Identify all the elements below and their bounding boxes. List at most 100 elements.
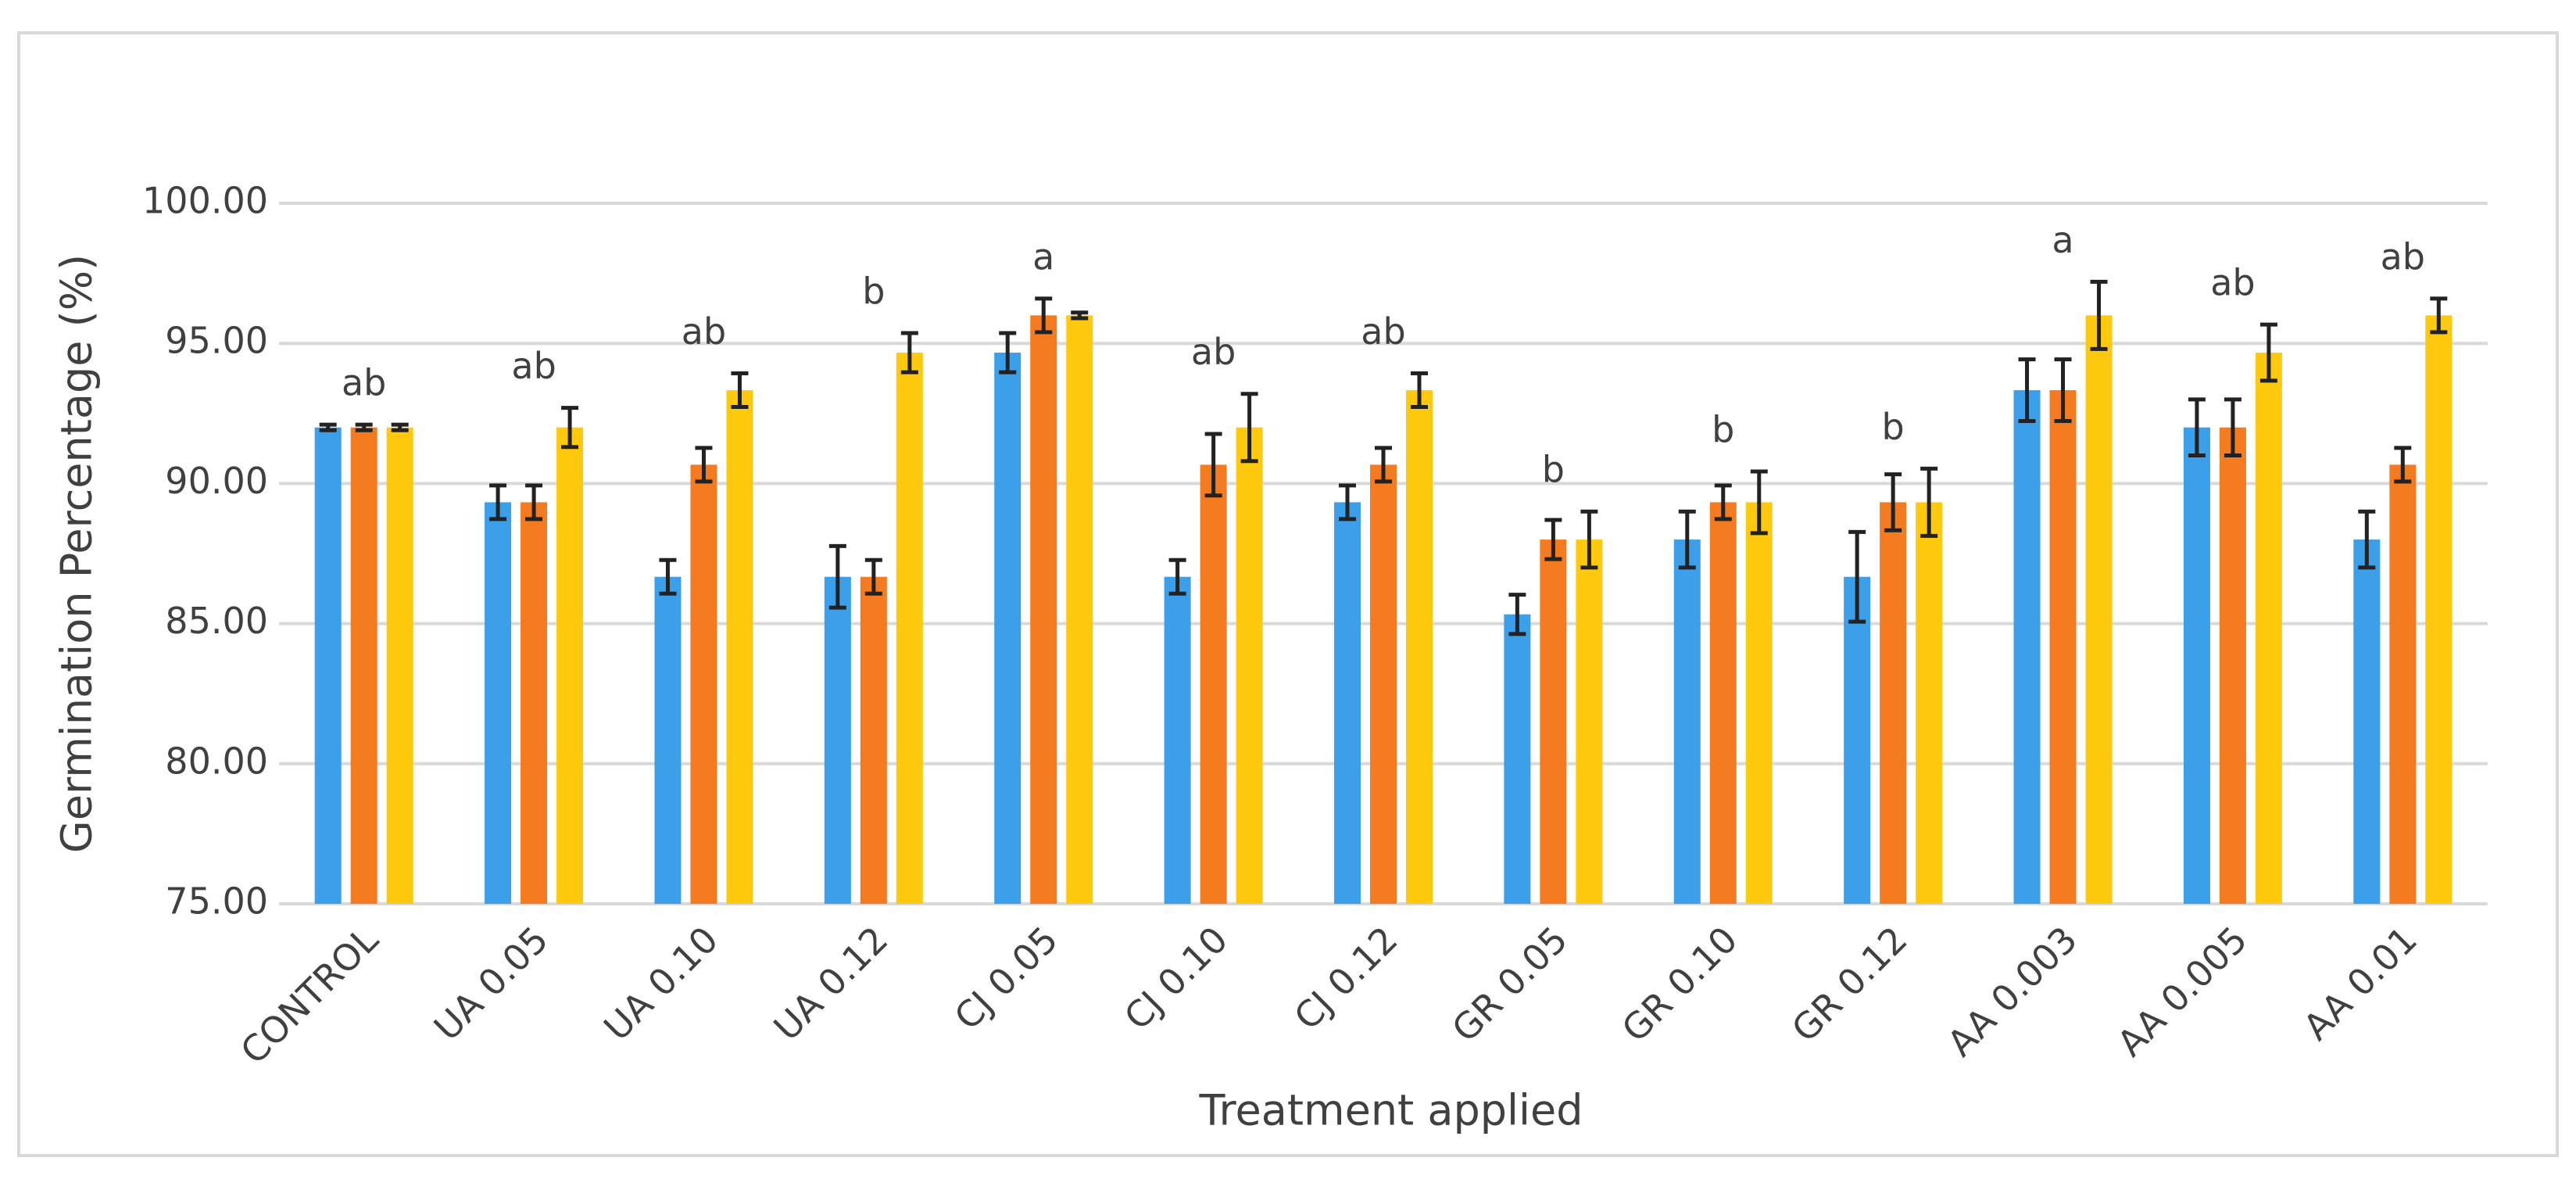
error-bar: [1920, 466, 1938, 538]
error-bar: [1848, 529, 1866, 624]
y-tick-label: 80.00: [165, 740, 268, 782]
bar: [896, 353, 923, 904]
y-axis-title: Germination Percentage (%): [52, 254, 102, 853]
error-bar: [2224, 397, 2241, 458]
group-label: ab: [511, 345, 556, 387]
bar: [314, 427, 342, 904]
bar: [1709, 502, 1737, 904]
error-bar: [2188, 397, 2206, 458]
error-bar: [1204, 432, 1222, 498]
error-bar: [1714, 483, 1732, 522]
group-label: a: [1032, 235, 1054, 278]
y-tick-label: 95.00: [165, 320, 268, 362]
bar: [654, 576, 682, 904]
error-bar: [1240, 392, 1258, 464]
bar: [726, 390, 753, 904]
bar: [1030, 315, 1057, 904]
bar: [1540, 539, 1567, 904]
bar: [2085, 315, 2113, 904]
bar: [2425, 315, 2453, 904]
bar: [556, 427, 584, 904]
error-bar: [864, 557, 882, 596]
error-bar: [1071, 310, 1089, 321]
bar: [2013, 390, 2041, 904]
error-bar: [828, 543, 846, 610]
error-bar: [1035, 296, 1053, 335]
x-axis-title: Treatment applied: [1198, 1086, 1583, 1135]
y-tick-label: 90.00: [165, 460, 268, 502]
error-bar: [355, 422, 373, 432]
group-label: b: [1882, 406, 1905, 448]
bar: [860, 576, 887, 904]
bar: [2183, 427, 2210, 904]
bar: [1200, 464, 1227, 904]
bar: [1844, 576, 1871, 904]
error-bar: [489, 483, 507, 522]
group-label: ab: [1361, 310, 1405, 353]
group-label: b: [862, 270, 885, 312]
error-bar: [731, 371, 749, 410]
bar: [2219, 427, 2246, 904]
group-label: b: [1712, 408, 1734, 450]
error-bar: [2358, 509, 2376, 570]
error-bar: [391, 422, 409, 432]
error-bar: [2259, 322, 2277, 383]
bar: [386, 427, 413, 904]
group-label: a: [2052, 219, 2073, 261]
group-label: ab: [342, 362, 386, 404]
error-bar: [561, 406, 579, 450]
group-label: ab: [2210, 262, 2255, 304]
bar: [1370, 464, 1397, 904]
error-bar: [525, 483, 543, 522]
bar: [350, 427, 377, 904]
error-bar: [659, 557, 677, 596]
error-bar: [900, 331, 918, 375]
error-bar: [2430, 296, 2448, 335]
bar: [1406, 390, 1433, 904]
group-label: ab: [1191, 331, 1236, 373]
bar: [1236, 427, 1263, 904]
error-bar: [695, 446, 713, 484]
bar: [2255, 353, 2282, 904]
bar: [824, 576, 851, 904]
y-tick-label: 75.00: [165, 880, 268, 923]
error-bar: [1750, 469, 1768, 536]
error-bar: [319, 422, 337, 432]
error-bar: [2394, 446, 2412, 484]
bar: [690, 464, 717, 904]
error-bar: [1678, 509, 1696, 570]
error-bar: [999, 331, 1017, 375]
group-label: ab: [682, 310, 726, 353]
bar: [1504, 614, 1531, 904]
bar: [1576, 539, 1603, 904]
bar: [521, 502, 548, 904]
y-tick-label: 85.00: [165, 600, 268, 642]
bar: [1916, 502, 1943, 904]
error-bar: [2018, 357, 2036, 423]
group-label: b: [1542, 449, 1565, 491]
bar: [1164, 576, 1191, 904]
bar: [1334, 502, 1361, 904]
chart-border: [17, 31, 2559, 1157]
bar: [1745, 502, 1773, 904]
error-bar: [1168, 557, 1186, 596]
bar: [485, 502, 512, 904]
bar: [2049, 390, 2077, 904]
error-bar: [1544, 518, 1562, 561]
error-bar: [1580, 509, 1598, 570]
error-bar: [1508, 593, 1526, 636]
bar: [1880, 502, 1907, 904]
group-label: ab: [2381, 235, 2425, 278]
error-bar: [1339, 483, 1356, 522]
error-bar: [2054, 357, 2072, 423]
bar: [994, 353, 1021, 904]
error-bar: [1411, 371, 1428, 410]
error-bar: [1884, 472, 1902, 532]
bar: [2353, 539, 2381, 904]
bar: [1673, 539, 1701, 904]
bar: [2389, 464, 2417, 904]
bar: [1066, 315, 1093, 904]
error-bar: [2090, 279, 2108, 351]
error-bar: [1375, 446, 1392, 484]
